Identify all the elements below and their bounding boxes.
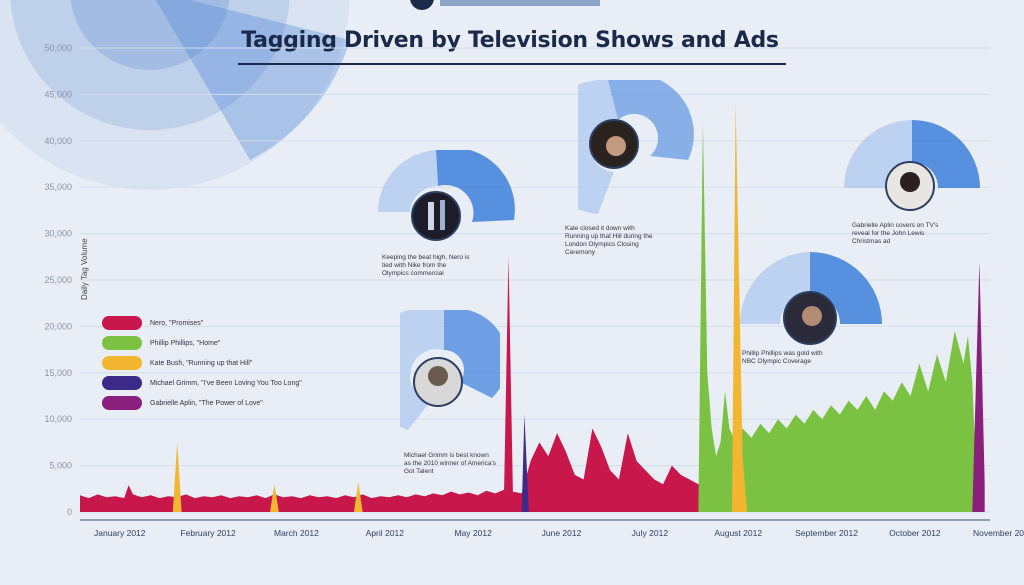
annotation-phillips xyxy=(740,252,890,362)
legend-swatch-nero xyxy=(102,316,142,330)
y-tick-label: 10,000 xyxy=(44,414,72,424)
x-tick-label: May 2012 xyxy=(454,528,492,538)
legend-label-grimm: Michael Grimm, "I've Been Loving You Too… xyxy=(150,379,302,387)
x-tick-label: March 2012 xyxy=(274,528,319,538)
annotation-nero xyxy=(376,150,516,260)
annotation-phillips-graphic xyxy=(740,252,882,345)
legend-item-bush: Kate Bush, "Running up that Hill" xyxy=(102,353,302,373)
series-area-1 xyxy=(698,122,977,512)
x-tick-label: August 2012 xyxy=(714,528,762,538)
y-tick-label: 40,000 xyxy=(44,136,72,146)
series-area-3 xyxy=(521,414,529,512)
annotation-grimm-graphic xyxy=(400,310,500,430)
brand-logo-bar xyxy=(440,0,600,6)
title-underline xyxy=(238,63,786,65)
legend-label-aiken: Gabrielle Aplin, "The Power of Love" xyxy=(150,399,263,407)
legend-swatch-phillips xyxy=(102,336,142,350)
annotation-bush xyxy=(578,80,698,220)
annotation-grimm-caption: Michael Grimm is best known as the 2010 … xyxy=(404,452,496,475)
legend-label-phillips: Phillip Phillips, "Home" xyxy=(150,339,221,347)
annotation-bush-graphic xyxy=(578,80,694,214)
annotation-bush-caption: Kate closed it down with Running up that… xyxy=(565,225,653,256)
legend-swatch-aiken xyxy=(102,396,142,410)
y-tick-label: 45,000 xyxy=(44,89,72,99)
brand-logo xyxy=(410,0,434,10)
x-tick-label: June 2012 xyxy=(542,528,582,538)
y-axis-label: Daily Tag Volume xyxy=(80,238,89,300)
legend-item-phillips: Phillip Phillips, "Home" xyxy=(102,333,302,353)
x-tick-label: April 2012 xyxy=(366,528,405,538)
y-tick-label: 20,000 xyxy=(44,321,72,331)
x-tick-label: September 2012 xyxy=(795,528,858,538)
x-tick-label: November 2012 xyxy=(973,528,1024,538)
y-tick-label: 0 xyxy=(67,507,72,517)
y-tick-label: 5,000 xyxy=(49,461,72,471)
annotation-nero-graphic xyxy=(377,150,515,241)
annotation-grimm xyxy=(400,310,500,450)
annotation-phillips-caption: Phillip Phillips was gold with NBC Olymp… xyxy=(742,350,823,365)
y-tick-label: 15,000 xyxy=(44,368,72,378)
legend-label-bush: Kate Bush, "Running up that Hill" xyxy=(150,359,253,367)
legend-swatch-grimm xyxy=(102,376,142,390)
series-area-4 xyxy=(972,261,985,512)
y-tick-label: 30,000 xyxy=(44,229,72,239)
legend-swatch-bush xyxy=(102,356,142,370)
y-tick-label: 35,000 xyxy=(44,182,72,192)
x-tick-label: February 2012 xyxy=(180,528,236,538)
legend-item-aiken: Gabrielle Aplin, "The Power of Love" xyxy=(102,393,302,413)
annotation-nero-caption: Keeping the beat high, Nero is tied with… xyxy=(382,254,470,277)
legend-item-grimm: Michael Grimm, "I've Been Loving You Too… xyxy=(102,373,302,393)
x-tick-label: January 2012 xyxy=(94,528,146,538)
legend-item-nero: Nero, "Promises" xyxy=(102,313,302,333)
chart-title: Tagging Driven by Television Shows and A… xyxy=(241,28,779,53)
legend: Nero, "Promises" Phillip Phillips, "Home… xyxy=(102,313,302,413)
y-tick-label: 25,000 xyxy=(44,275,72,285)
y-tick-label: 50,000 xyxy=(44,43,72,53)
annotation-aiken-caption: Gabrielle Aplin covers on TV's reveal fo… xyxy=(852,222,939,245)
x-tick-label: October 2012 xyxy=(889,528,941,538)
legend-label-nero: Nero, "Promises" xyxy=(150,319,204,327)
annotation-aiken xyxy=(842,120,982,230)
x-tick-label: July 2012 xyxy=(632,528,669,538)
annotation-aiken-graphic xyxy=(844,120,980,211)
